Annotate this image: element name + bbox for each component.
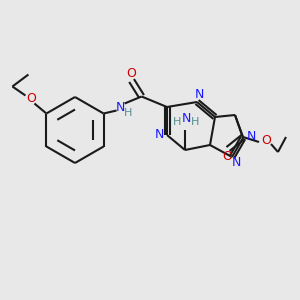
Text: N: N bbox=[154, 128, 164, 142]
Text: H: H bbox=[123, 109, 132, 118]
Text: H: H bbox=[191, 117, 199, 127]
Text: N: N bbox=[194, 88, 204, 100]
Text: O: O bbox=[26, 92, 36, 105]
Text: N: N bbox=[181, 112, 191, 125]
Text: O: O bbox=[222, 149, 232, 163]
Text: N: N bbox=[246, 130, 256, 142]
Text: N: N bbox=[231, 157, 241, 169]
Text: H: H bbox=[173, 117, 181, 127]
Text: O: O bbox=[127, 67, 136, 80]
Text: O: O bbox=[261, 134, 271, 148]
Text: N: N bbox=[116, 101, 125, 114]
